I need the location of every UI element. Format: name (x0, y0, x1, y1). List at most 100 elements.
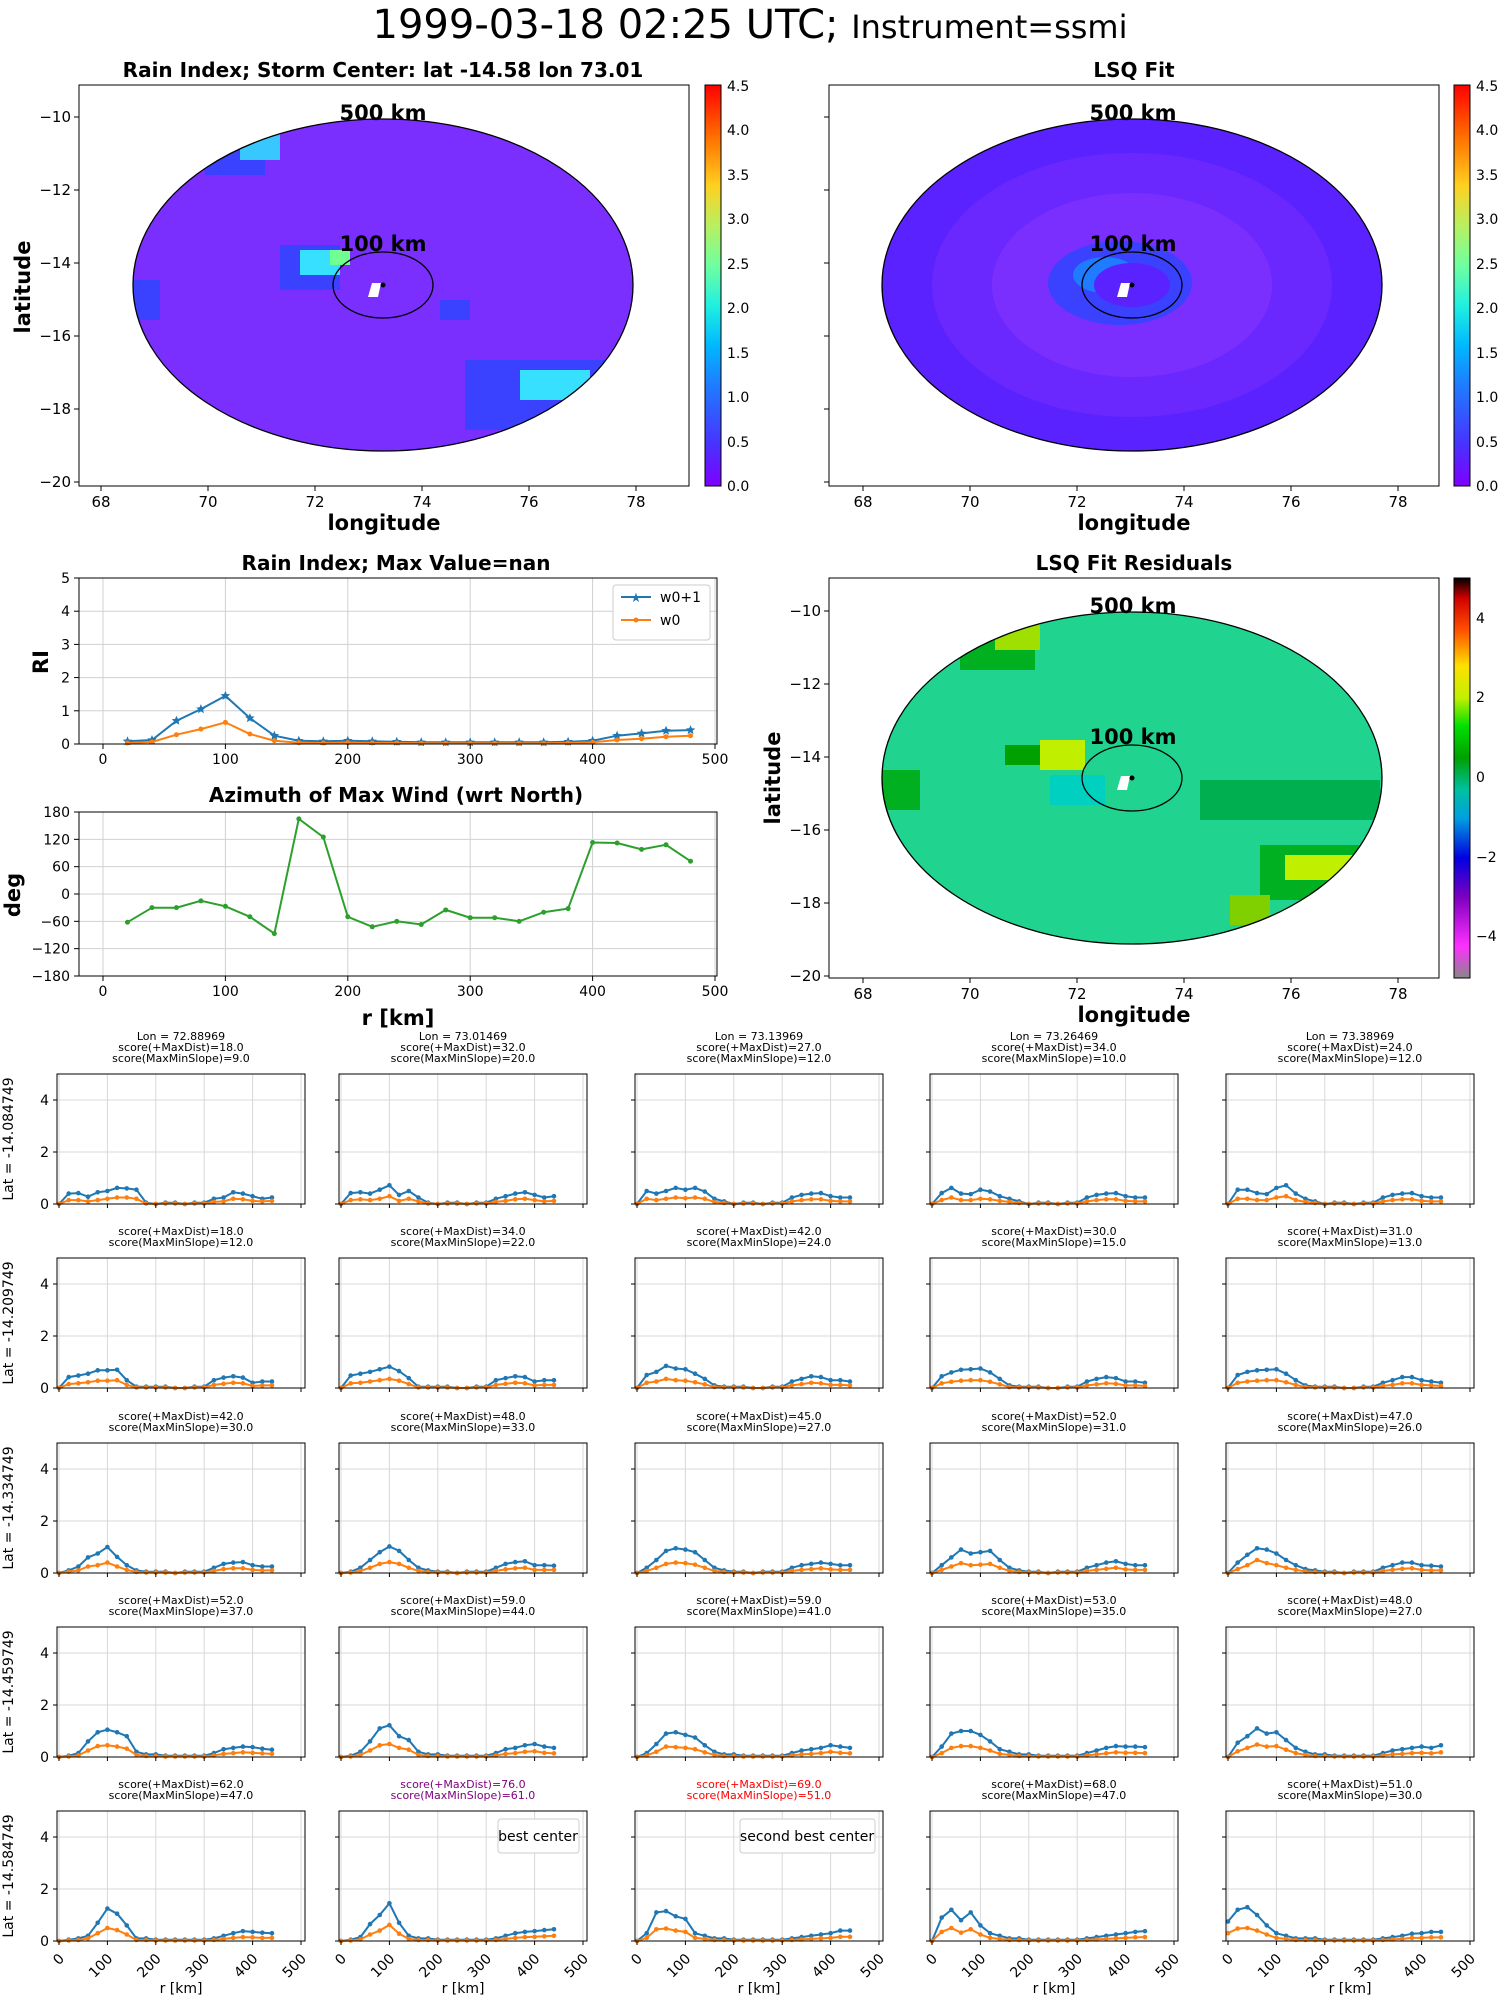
w0-point (828, 1198, 833, 1204)
w0p1-point (1245, 1733, 1250, 1739)
w0p1-point (661, 725, 671, 735)
w0p1-point (377, 1912, 383, 1918)
xtick-label: 400 (579, 984, 606, 1000)
w0-point (163, 1201, 168, 1206)
cbar-tick: 3.0 (1476, 212, 1498, 228)
w0p1-point (1274, 1730, 1279, 1735)
score-maxminslope-label: score(MaxMinSlope)=35.0 (982, 1605, 1127, 1618)
azimuth-point (688, 858, 694, 864)
w0-point (1123, 1567, 1128, 1572)
w0p1-point (654, 1557, 659, 1563)
xtick-label: 500 (280, 1951, 310, 1981)
azimuth-title: Azimuth of Max Wind (wrt North) (209, 783, 583, 807)
w0p1-point (396, 1920, 402, 1926)
lsq-map-500km-circle (881, 118, 1383, 452)
score-maxdist-label: score(+MaxDist)=18.0 (118, 1225, 243, 1238)
w0-point (418, 740, 424, 746)
w0-point (1094, 1197, 1099, 1203)
w0p1-point (1225, 1919, 1231, 1924)
w0-point (1254, 1197, 1260, 1203)
w0-point (1016, 1937, 1022, 1943)
xtick-label: 400 (1400, 1951, 1430, 1981)
w0-point (1245, 1745, 1250, 1751)
w0p1-point (171, 715, 182, 725)
w0p1-point (612, 730, 622, 740)
ytick-label: 2 (40, 1329, 49, 1345)
w0p1-point (1245, 1187, 1250, 1192)
w0-point (1370, 1938, 1376, 1943)
legend-w0-label: w0 (660, 613, 680, 629)
w0-point (1341, 1938, 1347, 1943)
rain-patch (330, 250, 350, 265)
grid-panel-r2-c2: score(+MaxDist)=45.0score(MaxMinSlope)=2… (631, 1410, 884, 1577)
w0p1-point (522, 1559, 528, 1564)
w0-point (1312, 1937, 1318, 1943)
w0-point (250, 1567, 255, 1573)
w0-point (95, 1378, 101, 1384)
xtick-label: 0 (99, 752, 108, 768)
w0-point (163, 1570, 168, 1575)
grid-panel-r4-c3: score(+MaxDist)=68.0score(MaxMinSlope)=4… (923, 1778, 1183, 1997)
w0-point (211, 1937, 217, 1943)
cbar-tick: 3.0 (727, 212, 749, 228)
w0p1-point (692, 1185, 698, 1191)
w0-point (134, 1385, 139, 1390)
w0-point (939, 1567, 944, 1573)
w0-point (978, 1745, 983, 1751)
ytick-label: 4 (40, 1277, 49, 1293)
w0-point (828, 1935, 833, 1941)
w0-point (247, 731, 253, 737)
w0p1-point (685, 725, 696, 735)
w0-point (1245, 1562, 1250, 1568)
w0-point (406, 1565, 412, 1571)
w0-point (692, 1746, 698, 1752)
w0p1-point (269, 1564, 275, 1569)
w0-point (1399, 1936, 1405, 1942)
w0p1-point (663, 1548, 669, 1554)
score-maxdist-label: score(+MaxDist)=68.0 (991, 1778, 1116, 1791)
xtick-label: 70 (960, 985, 979, 1003)
w0-point (425, 1937, 431, 1943)
w0p1-point (654, 1741, 659, 1747)
w0-point (1332, 1938, 1337, 1943)
xtick-label: 200 (1007, 1951, 1037, 1981)
residuals-colorbar (1453, 577, 1471, 979)
xtick-label: 74 (412, 493, 431, 511)
ytick-label: −14 (789, 748, 821, 766)
legend-w0-marker (633, 617, 639, 623)
w0-point (396, 1745, 402, 1751)
w0-point (808, 1566, 814, 1572)
cbar-tick: 4 (1476, 611, 1485, 627)
w0-point (1293, 1567, 1299, 1573)
w0-point (1370, 1570, 1376, 1575)
score-maxdist-label: score(+MaxDist)=45.0 (696, 1410, 821, 1423)
w0-point (124, 1382, 130, 1388)
w0p1-point (978, 1732, 983, 1738)
w0-point (369, 740, 375, 746)
w0-point (483, 1385, 489, 1390)
w0-point (1225, 1930, 1231, 1936)
w0p1-point (702, 1743, 708, 1748)
w0-point (654, 1927, 659, 1932)
w0p1-point (541, 1744, 547, 1749)
w0-point (1293, 1937, 1299, 1943)
w0-point (978, 1932, 983, 1937)
w0-point (1084, 1199, 1090, 1204)
w0-point (1074, 1201, 1080, 1206)
w0-point (1419, 1935, 1424, 1941)
w0-point (721, 1385, 727, 1390)
w0-point (949, 1195, 954, 1200)
w0p1-point (1245, 1904, 1250, 1910)
w0-point (741, 1754, 746, 1759)
w0p1-point (250, 1744, 255, 1750)
w0p1-point (702, 1376, 708, 1382)
w0-point (134, 1937, 139, 1943)
w0-point (1390, 1567, 1395, 1573)
w0-point (702, 1936, 708, 1942)
ytick-label: 0 (40, 1750, 49, 1766)
w0-point (1409, 1381, 1415, 1386)
w0-point (828, 1749, 833, 1755)
w0-point (949, 1379, 954, 1385)
w0-point (143, 1385, 149, 1390)
w0p1-point (968, 1728, 974, 1734)
